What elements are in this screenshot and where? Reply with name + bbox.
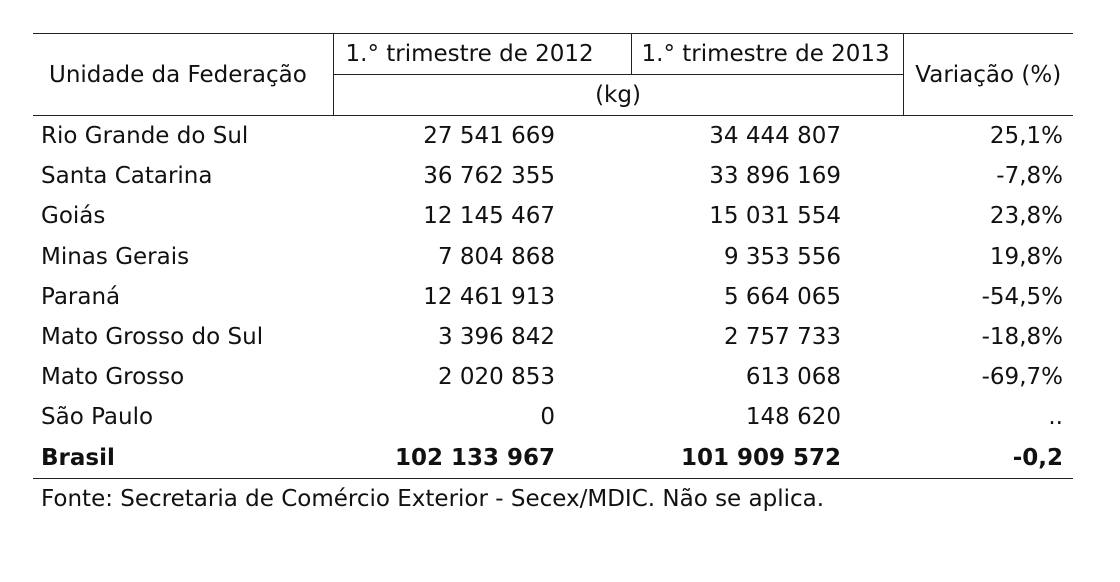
header-row-bottom: (kg) — [33, 74, 1073, 116]
cell-state: Santa Catarina — [41, 163, 213, 190]
cell-variation: -54,5% — [981, 283, 1063, 310]
header-unit: (kg) — [332, 74, 903, 116]
cell-q1-2012: 3 396 842 — [437, 324, 555, 351]
cell-q1-2012: 36 762 355 — [423, 163, 555, 190]
cell-q1-2013: 33 896 169 — [709, 163, 841, 190]
cell-q1-2012: 0 — [540, 404, 555, 431]
table-row: Rio Grande do Sul 27 541 669 34 444 807 … — [33, 116, 1073, 157]
table-row: Santa Catarina 36 762 355 33 896 169 -7,… — [33, 156, 1073, 196]
cell-variation: -18,8% — [981, 324, 1063, 351]
cell-q1-2013: 613 068 — [745, 364, 841, 391]
table-row: Minas Gerais 7 804 868 9 353 556 19,8% — [33, 237, 1073, 277]
cell-q1-2012: 12 461 913 — [423, 283, 555, 310]
cell-variation: 19,8% — [989, 243, 1063, 270]
cell-variation: -69,7% — [981, 364, 1063, 391]
cell-variation: 23,8% — [989, 203, 1063, 230]
cell-q1-2013: 9 353 556 — [723, 243, 841, 270]
cell-q1-2013: 15 031 554 — [709, 203, 841, 230]
cell-q1-2013: 34 444 807 — [709, 123, 841, 150]
header-state: Unidade da Federação — [49, 61, 307, 88]
cell-variation: 25,1% — [989, 123, 1063, 150]
total-state: Brasil — [41, 444, 115, 471]
total-variation: -0,2 — [1012, 444, 1063, 471]
cell-state: Paraná — [41, 283, 121, 310]
source-note: Fonte: Secretaria de Comércio Exterior -… — [41, 486, 825, 512]
cell-state: São Paulo — [41, 404, 154, 431]
cell-q1-2013: 5 664 065 — [723, 283, 841, 310]
cell-state: Mato Grosso do Sul — [41, 324, 264, 351]
data-table: Unidade da Federação 1.° trimestre de 20… — [33, 33, 1073, 479]
total-q1-2012: 102 133 967 — [394, 444, 555, 471]
cell-q1-2012: 7 804 868 — [437, 243, 555, 270]
cell-q1-2012: 2 020 853 — [437, 364, 555, 391]
cell-q1-2013: 2 757 733 — [723, 324, 841, 351]
cell-variation: -7,8% — [996, 163, 1063, 190]
cell-state: Goiás — [41, 203, 106, 230]
table-row: Mato Grosso do Sul 3 396 842 2 757 733 -… — [33, 317, 1073, 357]
table-row: Mato Grosso 2 020 853 613 068 -69,7% — [33, 357, 1073, 397]
header-variation: Variação (%) — [902, 33, 1073, 116]
table-row: Paraná 12 461 913 5 664 065 -54,5% — [33, 277, 1073, 317]
cell-variation: .. — [1048, 404, 1063, 431]
table-row: Goiás 12 145 467 15 031 554 23,8% — [33, 196, 1073, 236]
total-q1-2013: 101 909 572 — [680, 444, 841, 471]
header-row-top: Unidade da Federação 1.° trimestre de 20… — [33, 33, 1073, 116]
header-period-2012: 1.° trimestre de 2012 — [332, 33, 631, 75]
header-period-2013: 1.° trimestre de 2013 — [630, 33, 903, 75]
total-row: Brasil 102 133 967 101 909 572 -0,2 — [33, 438, 1073, 479]
cell-q1-2012: 27 541 669 — [423, 123, 555, 150]
cell-state: Rio Grande do Sul — [41, 123, 249, 150]
cell-state: Minas Gerais — [41, 243, 190, 270]
cell-q1-2013: 148 620 — [745, 404, 841, 431]
table-row: São Paulo 0 148 620 .. — [33, 397, 1073, 437]
cell-state: Mato Grosso — [41, 364, 185, 391]
cell-q1-2012: 12 145 467 — [423, 203, 555, 230]
